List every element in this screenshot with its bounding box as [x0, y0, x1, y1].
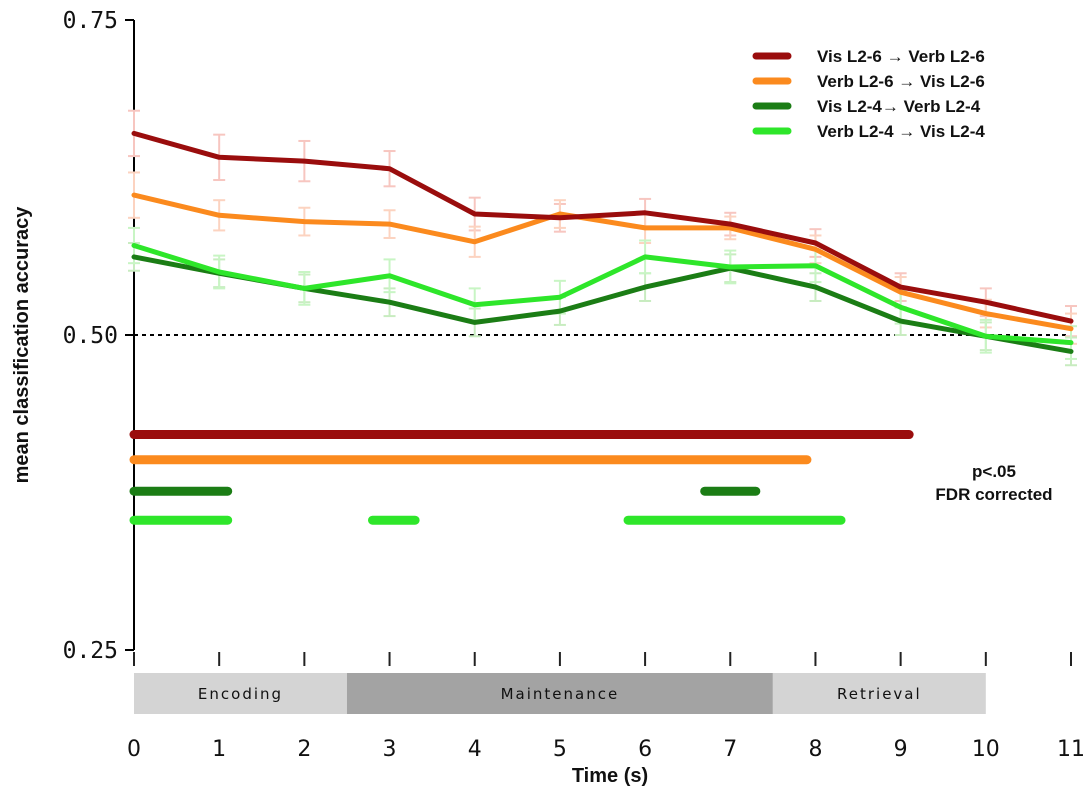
phase-encoding: [134, 673, 347, 714]
significance-bars: [129, 430, 914, 525]
x-tick-label: 9: [894, 737, 908, 762]
significance-note-line1: p<.05: [972, 462, 1016, 481]
x-tick-label: 10: [972, 737, 1000, 762]
legend-label: Verb L2-4 → Vis L2-4: [817, 122, 985, 141]
phase-retrieval: [772, 673, 986, 714]
task-phase-bar: Encoding Maintenance Retrieval: [134, 673, 986, 714]
x-tick-label: 7: [723, 737, 737, 762]
series-lines: [131, 130, 1074, 354]
legend-label: Vis L2-4→ Verb L2-4: [817, 97, 981, 116]
phase-label: Retrieval: [837, 685, 922, 703]
phase-label: Encoding: [198, 685, 283, 703]
y-tick-label: 0.75: [63, 8, 118, 34]
series-line-3: [131, 254, 1074, 354]
x-tick-label: 1: [212, 737, 226, 762]
x-tick-label: 3: [383, 737, 397, 762]
y-tick-label: 0.25: [63, 638, 118, 664]
series-line-1: [131, 130, 1074, 324]
y-tick-label: 0.50: [63, 323, 118, 349]
series-line-2: [131, 192, 1074, 332]
y-axis-ticks: 0.25 0.50 0.75: [63, 8, 134, 664]
phase-label: Maintenance: [501, 685, 620, 703]
x-tick-label: 8: [808, 737, 822, 762]
x-tick-label: 11: [1057, 737, 1085, 762]
series-line-4: [131, 243, 1074, 346]
legend-label: Vis L2-6 → Verb L2-6: [817, 47, 985, 66]
legend-label: Verb L2-6 → Vis L2-6: [817, 72, 985, 91]
phase-maintenance: [346, 673, 773, 714]
y-axis-title: mean classification accuracy: [11, 206, 33, 484]
x-axis-ticks: 0 1 2 3 4 5 6 7 8 9 10 11: [127, 652, 1085, 762]
legend: Vis L2-6 → Verb L2-6 Verb L2-6 → Vis L2-6…: [752, 47, 985, 141]
x-tick-label: 4: [468, 737, 482, 762]
x-tick-label: 0: [127, 737, 141, 762]
significance-note-line2: FDR corrected: [935, 485, 1052, 504]
x-tick-label: 2: [297, 737, 311, 762]
x-axis-title: Time (s): [572, 765, 648, 787]
x-tick-label: 6: [638, 737, 652, 762]
x-tick-label: 5: [553, 737, 567, 762]
